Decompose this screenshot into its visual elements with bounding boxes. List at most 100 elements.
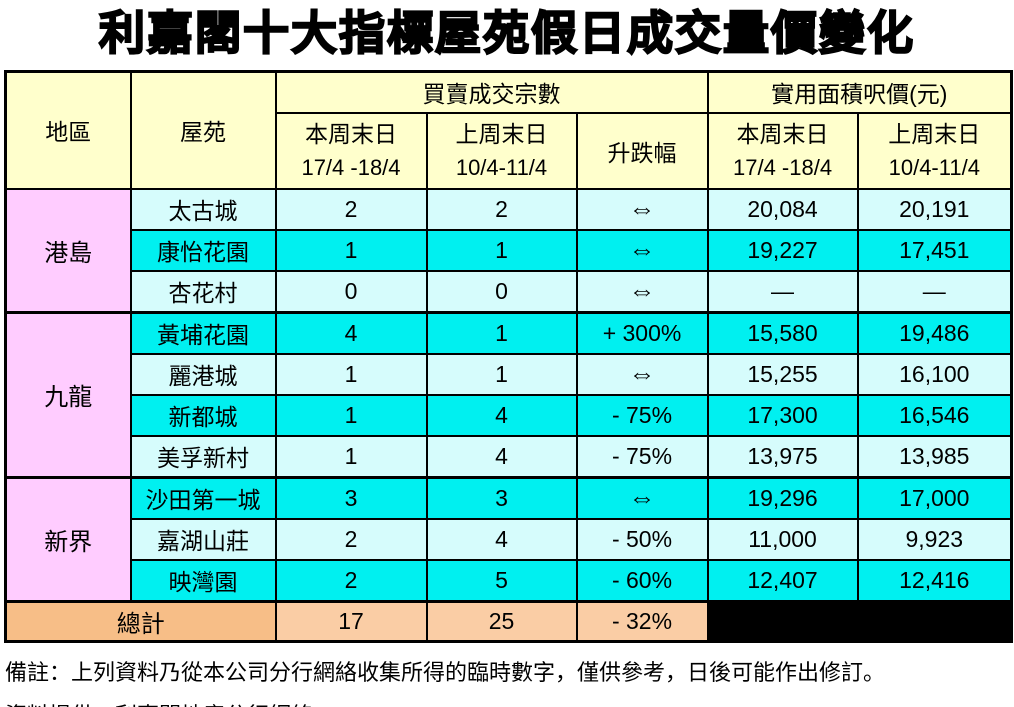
- change-cell: ⇔: [575, 269, 709, 314]
- header-transactions-group: 買賣成交宗數: [274, 70, 709, 114]
- estate-cell: 美孚新村: [129, 434, 277, 479]
- header-psf-this-week-dates: 17/4 -18/4: [732, 154, 833, 180]
- psf-last-week-cell: —: [856, 269, 1013, 314]
- total-deals-this-week-cell: 17: [274, 599, 428, 643]
- header-this-week-dates: 17/4 -18/4: [301, 154, 401, 180]
- deals-last-week-cell: 3: [425, 475, 578, 520]
- deals-this-week-cell: 3: [274, 475, 428, 520]
- psf-last-week-cell: 16,546: [856, 393, 1013, 437]
- estate-cell: 杏花村: [129, 269, 277, 314]
- change-cell: ⇔: [575, 475, 709, 520]
- page-title: 利嘉閣十大指標屋苑假日成交量價變化: [98, 6, 915, 60]
- header-psf-last-week: 上周末日 10/4-11/4: [856, 111, 1013, 190]
- header-deals-last-week: 上周末日 10/4-11/4: [425, 111, 578, 190]
- district-cell-kowloon: 九龍: [4, 310, 132, 479]
- header-last-week-dates: 10/4-11/4: [455, 154, 548, 180]
- deals-last-week-cell: 1: [425, 228, 578, 272]
- estate-summary-table: 地區 屋苑 買賣成交宗數 實用面積呎價(元) 本周末日 17/4 -18/4 上…: [4, 69, 1014, 643]
- table-row: 杏花村 0 0 ⇔ — —: [6, 269, 1013, 314]
- total-change-cell: - 32%: [575, 599, 709, 643]
- deals-last-week-cell: 4: [425, 434, 578, 479]
- estate-cell: 康怡花園: [129, 228, 277, 272]
- estate-cell: 麗港城: [129, 352, 277, 396]
- estate-cell: 嘉湖山莊: [129, 517, 277, 561]
- table-row: 映灣園 2 5 - 60% 12,407 12,416: [6, 558, 1013, 603]
- district-cell-new-territories: 新界: [4, 475, 132, 603]
- psf-last-week-cell: 12,416: [856, 558, 1013, 603]
- deals-last-week-cell: 4: [425, 517, 578, 561]
- table-row: 九龍 黃埔花園 4 1 + 300% 15,580 19,486: [4, 310, 1013, 479]
- deals-this-week-cell: 1: [274, 434, 428, 479]
- change-cell: - 60%: [575, 558, 709, 603]
- deals-this-week-cell: 4: [274, 310, 428, 355]
- psf-this-week-cell: 13,975: [706, 434, 859, 479]
- estate-cell: 黃埔花園: [129, 310, 277, 355]
- header-last-week-label: 上周末日: [455, 121, 548, 148]
- table-row: 新界 沙田第一城 3 3 ⇔ 19,296 17,000: [4, 475, 1013, 603]
- psf-this-week-cell: 17,300: [706, 393, 859, 437]
- footnotes: 備註：上列資料乃從本公司分行網絡收集所得的臨時數字，僅供參考，日後可能作出修訂。…: [5, 655, 1014, 707]
- table-header: 地區 屋苑 買賣成交宗數 實用面積呎價(元) 本周末日 17/4 -18/4 上…: [4, 70, 1013, 190]
- header-psf-last-week-label: 上周末日: [888, 121, 981, 148]
- change-cell: ⇔: [575, 228, 709, 272]
- psf-this-week-cell: 20,084: [706, 187, 859, 231]
- psf-last-week-cell: 16,100: [856, 352, 1013, 396]
- psf-this-week-cell: 19,296: [706, 475, 859, 520]
- psf-this-week-cell: 19,227: [706, 228, 859, 272]
- estate-cell: 沙田第一城: [129, 475, 277, 520]
- change-cell: - 75%: [575, 434, 709, 479]
- deals-this-week-cell: 1: [274, 393, 428, 437]
- table-row: 嘉湖山莊 2 4 - 50% 11,000 9,923: [6, 517, 1013, 561]
- header-estate: 屋苑: [129, 70, 277, 190]
- psf-this-week-cell: —: [706, 269, 859, 314]
- psf-last-week-cell: 20,191: [856, 187, 1013, 231]
- deals-last-week-cell: 1: [425, 352, 578, 396]
- deals-this-week-cell: 1: [274, 228, 428, 272]
- deals-last-week-cell: 2: [425, 187, 578, 231]
- header-deals-this-week: 本周末日 17/4 -18/4: [274, 111, 428, 190]
- psf-last-week-cell: 17,451: [856, 228, 1013, 272]
- deals-last-week-cell: 4: [425, 393, 578, 437]
- header-this-week-label: 本周末日: [305, 121, 397, 148]
- estate-cell: 映灣園: [129, 558, 277, 603]
- deals-this-week-cell: 1: [274, 352, 428, 396]
- change-cell: ⇔: [575, 187, 709, 231]
- psf-this-week-cell: 11,000: [706, 517, 859, 561]
- header-psf-this-week-label: 本周末日: [736, 121, 829, 148]
- table-row: 新都城 1 4 - 75% 17,300 16,546: [6, 393, 1013, 437]
- change-cell: ⇔: [575, 352, 709, 396]
- deals-this-week-cell: 2: [274, 558, 428, 603]
- change-cell: - 75%: [575, 393, 709, 437]
- estate-cell: 新都城: [129, 393, 277, 437]
- district-cell-hong-kong-island: 港島: [4, 187, 132, 314]
- total-deals-last-week-cell: 25: [425, 599, 578, 643]
- footnote-remark: 備註：上列資料乃從本公司分行網絡收集所得的臨時數字，僅供參考，日後可能作出修訂。: [5, 659, 886, 685]
- table-row: 美孚新村 1 4 - 75% 13,975 13,985: [6, 434, 1013, 479]
- deals-this-week-cell: 0: [274, 269, 428, 314]
- deals-last-week-cell: 1: [425, 310, 578, 355]
- deals-this-week-cell: 2: [274, 517, 428, 561]
- psf-this-week-cell: 12,407: [706, 558, 859, 603]
- header-psf-this-week: 本周末日 17/4 -18/4: [706, 111, 859, 190]
- deals-last-week-cell: 0: [425, 269, 578, 314]
- psf-this-week-cell: 15,580: [706, 310, 859, 355]
- psf-last-week-cell: 13,985: [856, 434, 1013, 479]
- header-price-group: 實用面積呎價(元): [706, 70, 1013, 114]
- change-cell: + 300%: [575, 310, 709, 355]
- deals-this-week-cell: 2: [274, 187, 428, 231]
- table-row: 麗港城 1 1 ⇔ 15,255 16,100: [6, 352, 1013, 396]
- header-district: 地區: [4, 70, 132, 190]
- footnote-source: 資料提供：利嘉閣地產分行網絡: [5, 698, 1014, 707]
- table-row: 港島 太古城 2 2 ⇔ 20,084 20,191: [4, 187, 1013, 314]
- psf-last-week-cell: 19,486: [856, 310, 1013, 355]
- table-row: 康怡花園 1 1 ⇔ 19,227 17,451: [6, 228, 1013, 272]
- psf-this-week-cell: 15,255: [706, 352, 859, 396]
- psf-last-week-cell: 9,923: [856, 517, 1013, 561]
- header-change: 升跌幅: [575, 111, 709, 190]
- total-label-cell: 總計: [4, 599, 277, 643]
- deals-last-week-cell: 5: [425, 558, 578, 603]
- header-psf-last-week-dates: 10/4-11/4: [888, 154, 980, 180]
- estate-cell: 太古城: [129, 187, 277, 231]
- change-cell: - 50%: [575, 517, 709, 561]
- psf-last-week-cell: 17,000: [856, 475, 1013, 520]
